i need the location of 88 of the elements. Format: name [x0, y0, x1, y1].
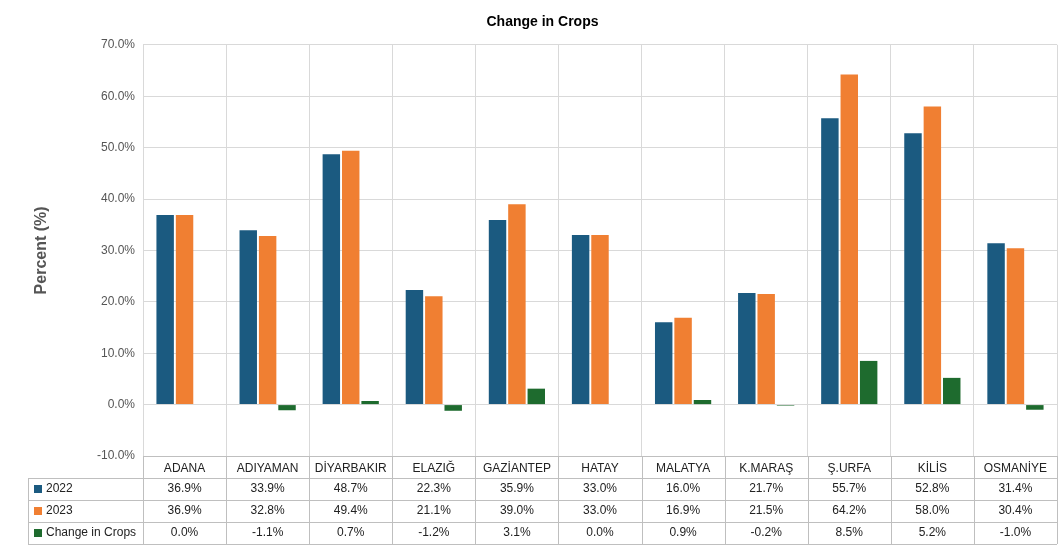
data-label: 49.4% [333, 503, 369, 518]
data-label: 33.9% [250, 481, 285, 496]
bar [693, 399, 712, 405]
bar [840, 74, 858, 405]
data-label: 0.0% [170, 525, 199, 540]
data-label: -1.0% [999, 525, 1032, 540]
bar [361, 401, 379, 405]
bar [156, 214, 174, 405]
bar [987, 243, 1005, 405]
legend-label: 2022 [46, 481, 74, 496]
x-tick-label: HATAY [581, 460, 619, 475]
bar [859, 360, 878, 405]
x-tick-label: OSMANİYE [983, 460, 1048, 475]
legend-label: Change in Crops [46, 525, 137, 540]
y-tick-label: 60.0% [100, 88, 136, 103]
bar [405, 289, 424, 405]
data-label: 0.7% [337, 525, 365, 540]
bar [943, 377, 961, 405]
data-label: 0.0% [586, 525, 614, 540]
data-label: -1.2% [418, 525, 450, 540]
data-label: 31.4% [998, 481, 1033, 496]
x-tick-label: ELAZIĞ [412, 459, 456, 475]
x-tick-label: GAZİANTEP [482, 460, 551, 475]
y-tick-label: 20.0% [100, 294, 136, 309]
data-label: 22.3% [416, 481, 452, 496]
y-tick-label: 40.0% [100, 191, 136, 206]
data-label: 8.5% [835, 525, 864, 540]
x-tick-label: DİYARBAKIR [314, 460, 387, 475]
data-label: 48.7% [333, 481, 369, 496]
bar [239, 230, 257, 405]
data-label: 21.5% [749, 503, 784, 518]
y-tick-label: 10.0% [100, 345, 136, 360]
y-tick-label: 70.0% [100, 37, 136, 52]
x-tick-label: ADANA [163, 460, 206, 475]
data-label: 39.0% [499, 503, 535, 518]
bar [488, 220, 507, 405]
y-axis-title: Percent (%) [32, 206, 50, 295]
data-label: 3.1% [503, 525, 531, 540]
data-label: 21.7% [749, 481, 784, 496]
data-label: 58.0% [915, 503, 950, 518]
data-label: 0.9% [669, 525, 698, 540]
data-label: 30.4% [998, 503, 1033, 518]
bar [342, 150, 360, 405]
data-label: 33.0% [582, 503, 618, 518]
data-label: 52.8% [915, 481, 950, 496]
bar [757, 294, 775, 405]
bar [571, 234, 590, 405]
data-label: 35.9% [499, 481, 535, 496]
bar [923, 106, 942, 405]
bar [591, 234, 609, 405]
bar [1026, 405, 1044, 410]
x-tick-label: KİLİS [917, 460, 948, 475]
bar [904, 133, 922, 405]
y-tick-label: 30.0% [100, 242, 136, 257]
data-label: 16.0% [666, 481, 701, 496]
y-tick-label: -10.0% [96, 448, 136, 463]
bar [425, 296, 443, 405]
bar [738, 293, 756, 405]
bar [258, 236, 277, 405]
chart-title: Change in Crops [486, 13, 599, 30]
data-label: -1.1% [251, 525, 284, 540]
data-label: 33.0% [582, 481, 618, 496]
x-tick-label: MALATYA [655, 460, 711, 475]
data-label: 36.9% [167, 481, 202, 496]
data-label: 5.2% [918, 525, 947, 540]
x-tick-label: Ş.URFA [827, 460, 871, 475]
bar [175, 214, 194, 405]
bar [278, 405, 296, 411]
bar [654, 322, 673, 405]
bar [1006, 248, 1025, 405]
y-tick-label: 50.0% [100, 139, 136, 154]
bar [508, 204, 526, 405]
data-label: 36.9% [167, 503, 202, 518]
legend-label: 2023 [46, 503, 74, 518]
data-label: 21.1% [416, 503, 452, 518]
data-label: 64.2% [832, 503, 867, 518]
y-tick-label: 0.0% [107, 396, 136, 411]
bar [674, 317, 692, 405]
bar [821, 118, 839, 405]
data-label: 16.9% [666, 503, 701, 518]
x-tick-label: ADIYAMAN [236, 460, 299, 475]
bar [444, 405, 462, 411]
bar [527, 388, 546, 405]
data-label: 32.8% [250, 503, 285, 518]
bar [322, 154, 341, 405]
data-label: 55.7% [832, 481, 867, 496]
data-label: -0.2% [750, 525, 783, 540]
x-tick-label: K.MARAŞ [739, 460, 794, 475]
